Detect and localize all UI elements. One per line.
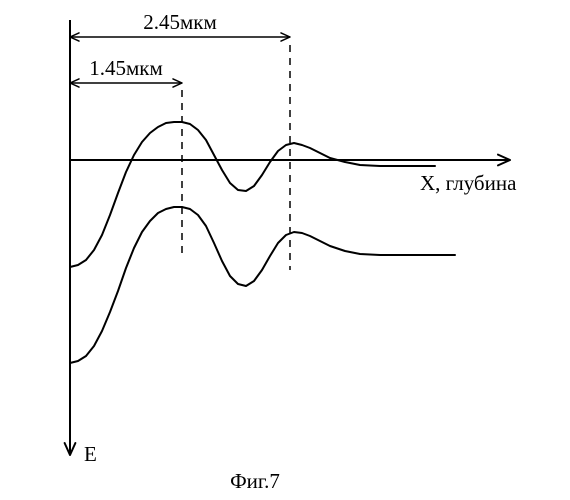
x-axis-label: X, глубина	[420, 171, 517, 195]
dimension-top-label: 2.45мкм	[143, 10, 217, 34]
dimension-bottom-label: 1.45мкм	[89, 56, 163, 80]
chart-bg	[0, 0, 570, 500]
figure-caption: Фиг.7	[230, 469, 280, 493]
y-axis-label: E	[84, 442, 97, 466]
